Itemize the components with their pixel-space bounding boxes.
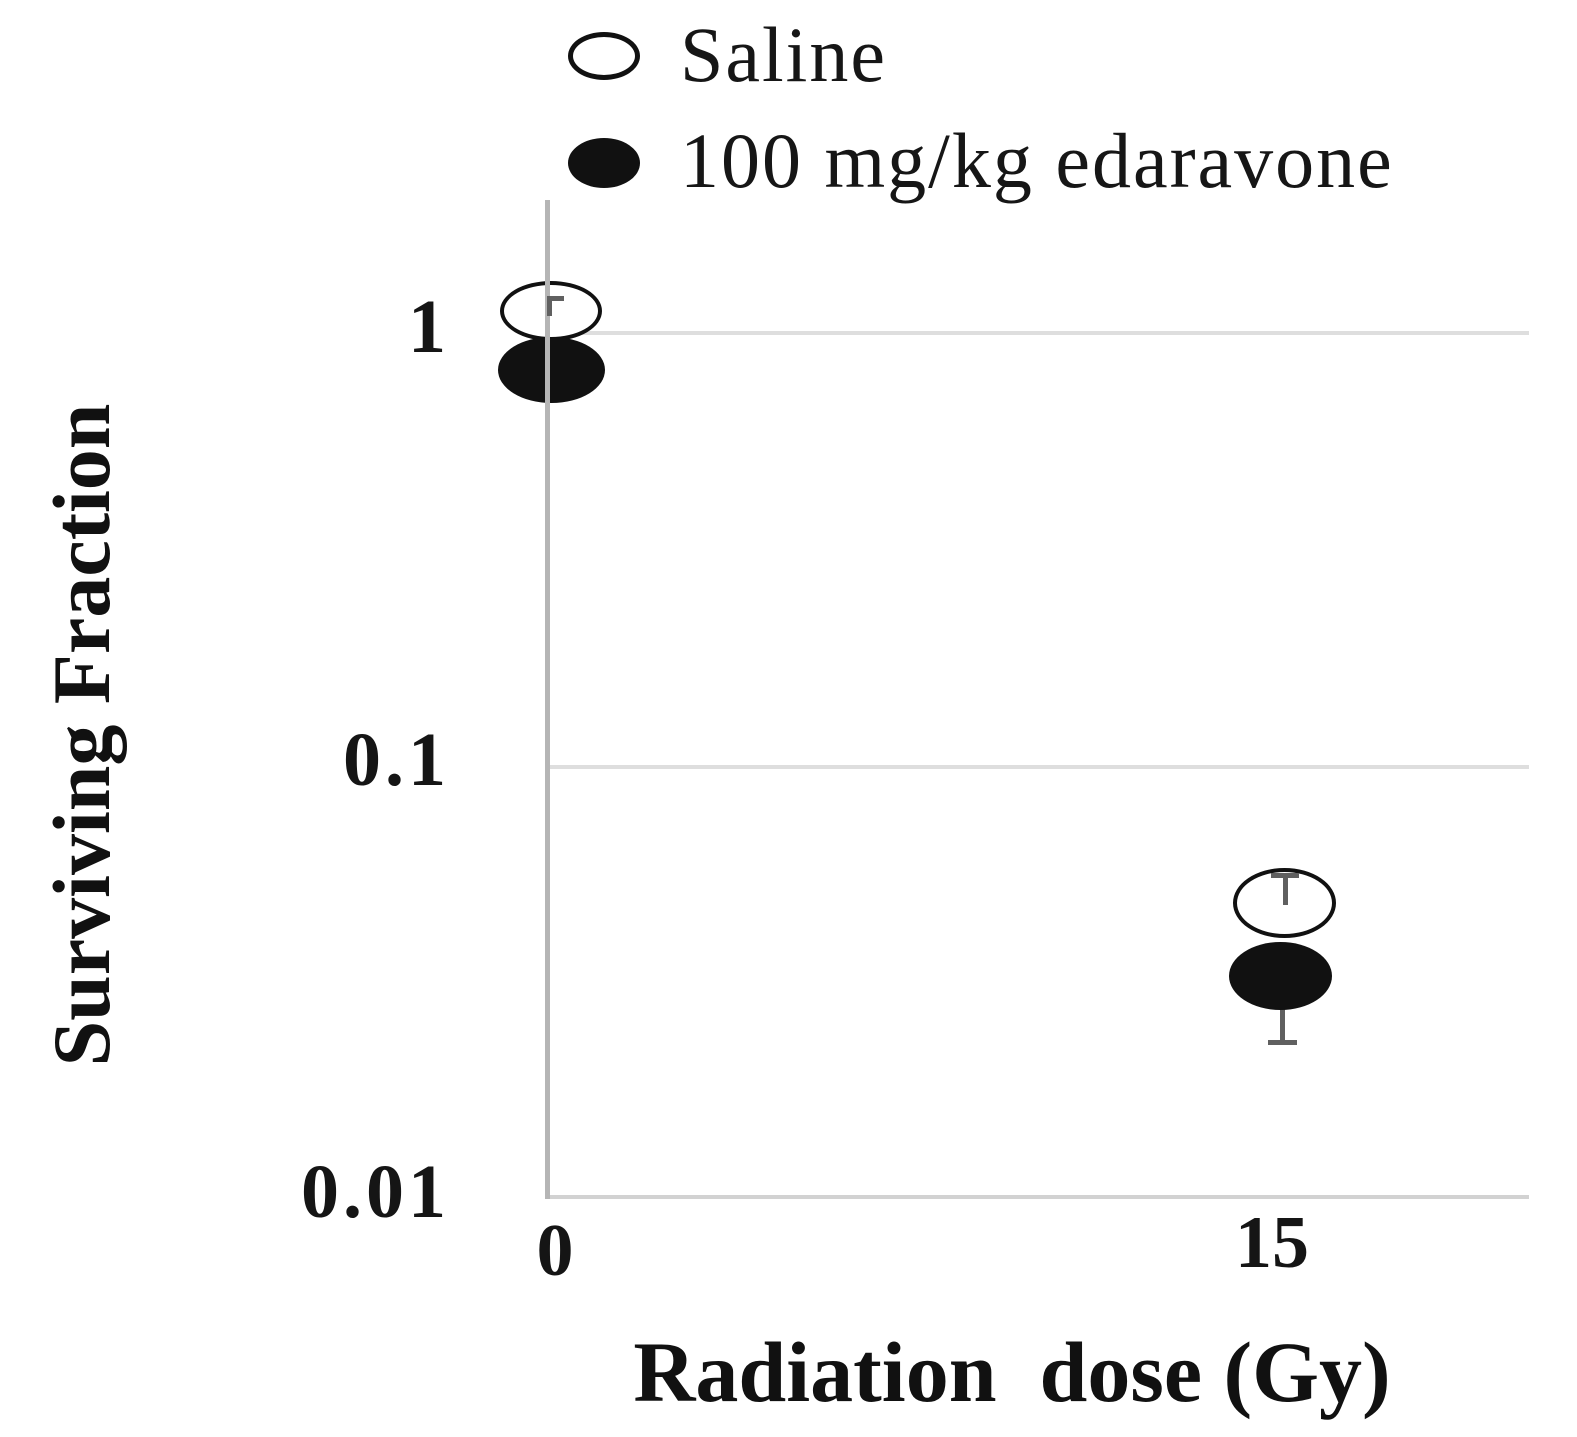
y-tick-1: 1 <box>408 285 450 369</box>
legend-edaravone-label: 100 mg/kg edaravone <box>680 117 1394 204</box>
x-tick-0: 0 <box>536 1210 574 1292</box>
legend-saline-open-circle-icon <box>568 32 640 80</box>
y-tick-0-01: 0.01 <box>301 1150 450 1234</box>
edaravone-15gy-error-cap <box>1268 1040 1297 1045</box>
x-tick-15: 15 <box>1235 1202 1309 1284</box>
x-axis-title: Radiation dose (Gy) <box>633 1324 1391 1420</box>
saline-0gy-error-line <box>547 296 552 316</box>
x-axis-line <box>547 1195 1529 1199</box>
edaravone-point-0gy <box>498 337 605 403</box>
legend-saline-label: Saline <box>680 11 887 98</box>
gridline-y-1 <box>549 331 1529 335</box>
y-tick-0-1: 0.1 <box>343 718 450 802</box>
y-axis-title: Surviving Fraction <box>36 403 127 1067</box>
gridline-y-0-1 <box>549 765 1529 769</box>
legend-edaravone-filled-circle-icon <box>568 138 640 188</box>
saline-15gy-error-line <box>1283 873 1288 905</box>
saline-0gy-error-cap <box>547 296 564 301</box>
y-axis-line <box>545 200 550 1199</box>
edaravone-point-15gy <box>1229 942 1332 1010</box>
edaravone-15gy-error-line <box>1280 1000 1285 1045</box>
